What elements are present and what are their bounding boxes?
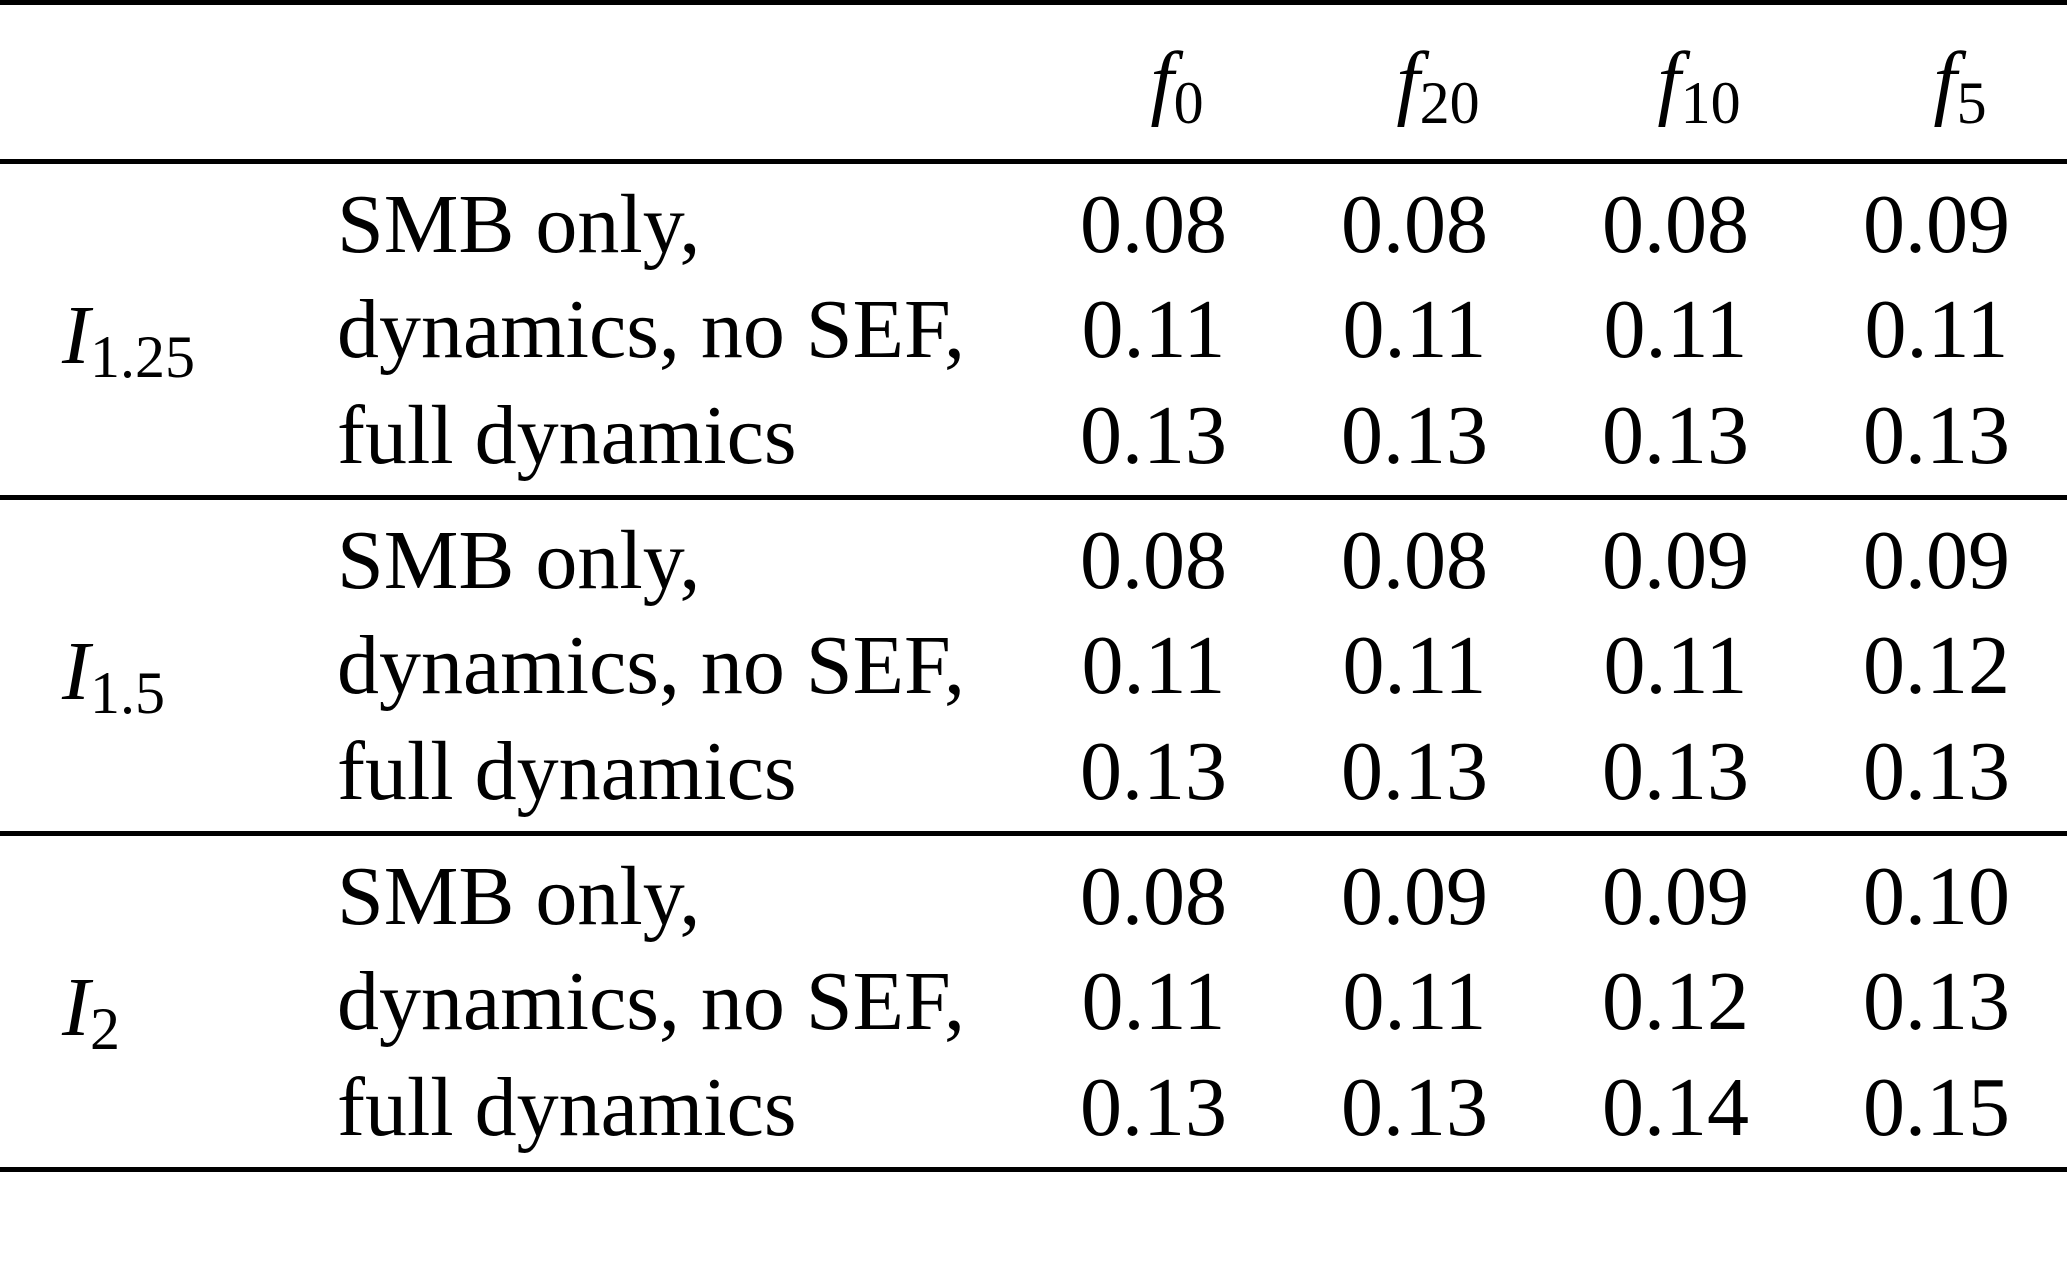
- value-cell: 0.08: [1080, 850, 1227, 944]
- value-cell: 0.15: [1863, 1060, 2010, 1154]
- value-cell: 0.13: [1602, 388, 1749, 482]
- value-cell: 0.11: [1081, 282, 1226, 376]
- condition-label: full dynamics: [337, 388, 797, 482]
- value-cell: 0.13: [1863, 724, 2010, 818]
- table-row: dynamics, no SEF, 0.11 0.11 0.11 0.12: [0, 610, 2067, 722]
- value-cell: 0.08: [1080, 178, 1227, 272]
- group-subscript: 1.5: [89, 660, 165, 727]
- column-header-f5: f5: [1806, 3, 2067, 162]
- f5-subscript: 5: [1956, 70, 1987, 137]
- value-cell: 0.14: [1602, 1060, 1749, 1154]
- group-symbol: I: [62, 625, 90, 718]
- table-row: I1.5 SMB only, 0.08 0.08 0.09 0.09: [0, 498, 2067, 724]
- value-cell: 0.09: [1602, 514, 1749, 608]
- table-row: I1.25 SMB only, 0.08 0.08 0.08 0.09: [0, 162, 2067, 388]
- f20-symbol: f: [1396, 35, 1420, 128]
- value-cell: 0.08: [1341, 178, 1488, 272]
- f5-symbol: f: [1933, 35, 1957, 128]
- value-cell: 0.08: [1341, 514, 1488, 608]
- group-label-i2: I2: [0, 834, 275, 1170]
- value-cell: 0.13: [1341, 724, 1488, 818]
- value-cell: 0.09: [1863, 178, 2010, 272]
- value-cell: 0.13: [1341, 388, 1488, 482]
- header-spacer-desc: [275, 3, 1023, 162]
- value-cell: 0.09: [1341, 850, 1488, 944]
- value-cell: 0.11: [1864, 282, 2009, 376]
- f0-subscript: 0: [1173, 70, 1204, 137]
- header-spacer-label: [0, 3, 275, 162]
- value-cell: 0.13: [1341, 1060, 1488, 1154]
- table-row: dynamics, no SEF, 0.11 0.11 0.12 0.13: [0, 946, 2067, 1058]
- value-cell: 0.11: [1081, 618, 1226, 712]
- f20-subscript: 20: [1419, 70, 1480, 137]
- value-cell: 0.09: [1602, 850, 1749, 944]
- value-cell: 0.11: [1603, 618, 1748, 712]
- table-row: full dynamics 0.13 0.13 0.14 0.15: [0, 1058, 2067, 1170]
- condition-label: full dynamics: [337, 724, 797, 818]
- value-cell: 0.11: [1342, 618, 1487, 712]
- column-header-f20: f20: [1284, 3, 1545, 162]
- value-cell: 0.09: [1863, 514, 2010, 608]
- group-i1.5: I1.5 SMB only, 0.08 0.08 0.09 0.09 dynam…: [0, 497, 2067, 834]
- value-cell: 0.08: [1080, 514, 1227, 608]
- group-label-i1.5: I1.5: [0, 498, 275, 834]
- value-cell: 0.11: [1342, 954, 1487, 1048]
- value-cell: 0.13: [1863, 388, 2010, 482]
- group-i2: I2 SMB only, 0.08 0.09 0.09 0.10 dynamic…: [0, 833, 2067, 1170]
- value-cell: 0.13: [1080, 1060, 1227, 1154]
- condition-label: dynamics, no SEF,: [337, 618, 965, 712]
- table-header: f0 f20 f10 f5: [0, 3, 2067, 162]
- column-header-f10: f10: [1545, 3, 1806, 162]
- table-row: I2 SMB only, 0.08 0.09 0.09 0.10: [0, 834, 2067, 1060]
- value-cell: 0.11: [1342, 282, 1487, 376]
- group-subscript: 1.25: [89, 324, 195, 391]
- value-cell: 0.10: [1863, 850, 2010, 944]
- column-header-f0: f0: [1023, 3, 1284, 162]
- value-cell: 0.13: [1863, 954, 2010, 1048]
- group-label-i1.25: I1.25: [0, 162, 275, 498]
- value-cell: 0.11: [1603, 282, 1748, 376]
- value-cell: 0.13: [1602, 724, 1749, 818]
- table-row: dynamics, no SEF, 0.11 0.11 0.11 0.11: [0, 274, 2067, 386]
- group-symbol: I: [62, 961, 90, 1054]
- condition-label: SMB only,: [337, 178, 701, 272]
- f10-subscript: 10: [1680, 70, 1741, 137]
- table-row: full dynamics 0.13 0.13 0.13 0.13: [0, 722, 2067, 834]
- group-symbol: I: [62, 289, 90, 382]
- value-cell: 0.13: [1080, 724, 1227, 818]
- value-cell: 0.08: [1602, 178, 1749, 272]
- f10-symbol: f: [1657, 35, 1681, 128]
- condition-label: dynamics, no SEF,: [337, 282, 965, 376]
- value-cell: 0.12: [1602, 954, 1749, 1048]
- group-i1.25: I1.25 SMB only, 0.08 0.08 0.08 0.09 dyna…: [0, 162, 2067, 498]
- value-cell: 0.12: [1863, 618, 2010, 712]
- table-row: full dynamics 0.13 0.13 0.13 0.13: [0, 386, 2067, 498]
- condition-label: SMB only,: [337, 850, 701, 944]
- f0-symbol: f: [1150, 35, 1174, 128]
- results-table: f0 f20 f10 f5 I1.25 SMB only, 0.08 0.08 …: [0, 0, 2067, 1172]
- condition-label: dynamics, no SEF,: [337, 954, 965, 1048]
- value-cell: 0.11: [1081, 954, 1226, 1048]
- group-subscript: 2: [89, 996, 120, 1063]
- condition-label: full dynamics: [337, 1060, 797, 1154]
- condition-label: SMB only,: [337, 514, 701, 608]
- header-row: f0 f20 f10 f5: [0, 3, 2067, 162]
- value-cell: 0.13: [1080, 388, 1227, 482]
